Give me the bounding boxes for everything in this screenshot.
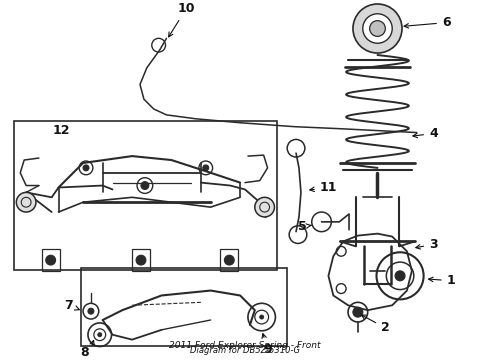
Circle shape <box>255 197 274 217</box>
Bar <box>42 249 59 271</box>
Circle shape <box>46 255 55 265</box>
Bar <box>220 249 238 271</box>
Text: 1: 1 <box>429 274 456 287</box>
Text: 12: 12 <box>53 124 70 137</box>
Circle shape <box>83 165 89 171</box>
Circle shape <box>136 255 146 265</box>
Text: 8: 8 <box>81 346 89 359</box>
Circle shape <box>88 308 94 314</box>
Circle shape <box>353 4 402 53</box>
Text: Diagram for DB5Z-5310-G: Diagram for DB5Z-5310-G <box>190 346 300 355</box>
Text: 7: 7 <box>64 299 79 312</box>
Text: 2011 Ford Explorer Spring - Front: 2011 Ford Explorer Spring - Front <box>169 341 321 350</box>
Bar <box>81 268 287 346</box>
Text: 4: 4 <box>413 127 438 140</box>
Text: 5: 5 <box>297 220 312 233</box>
Circle shape <box>224 255 234 265</box>
Circle shape <box>353 307 363 317</box>
Bar <box>132 249 150 271</box>
Circle shape <box>260 315 264 319</box>
Circle shape <box>98 333 102 337</box>
Text: 10: 10 <box>169 3 195 37</box>
Text: 2: 2 <box>362 315 390 334</box>
Text: 3: 3 <box>416 238 438 251</box>
Bar <box>14 121 277 270</box>
Text: 9: 9 <box>262 334 272 356</box>
Text: 6: 6 <box>404 16 450 29</box>
Circle shape <box>16 192 36 212</box>
Circle shape <box>395 271 405 281</box>
Text: 11: 11 <box>310 181 337 194</box>
Circle shape <box>203 165 209 171</box>
Circle shape <box>369 21 385 36</box>
Circle shape <box>141 181 149 189</box>
Circle shape <box>363 14 392 43</box>
